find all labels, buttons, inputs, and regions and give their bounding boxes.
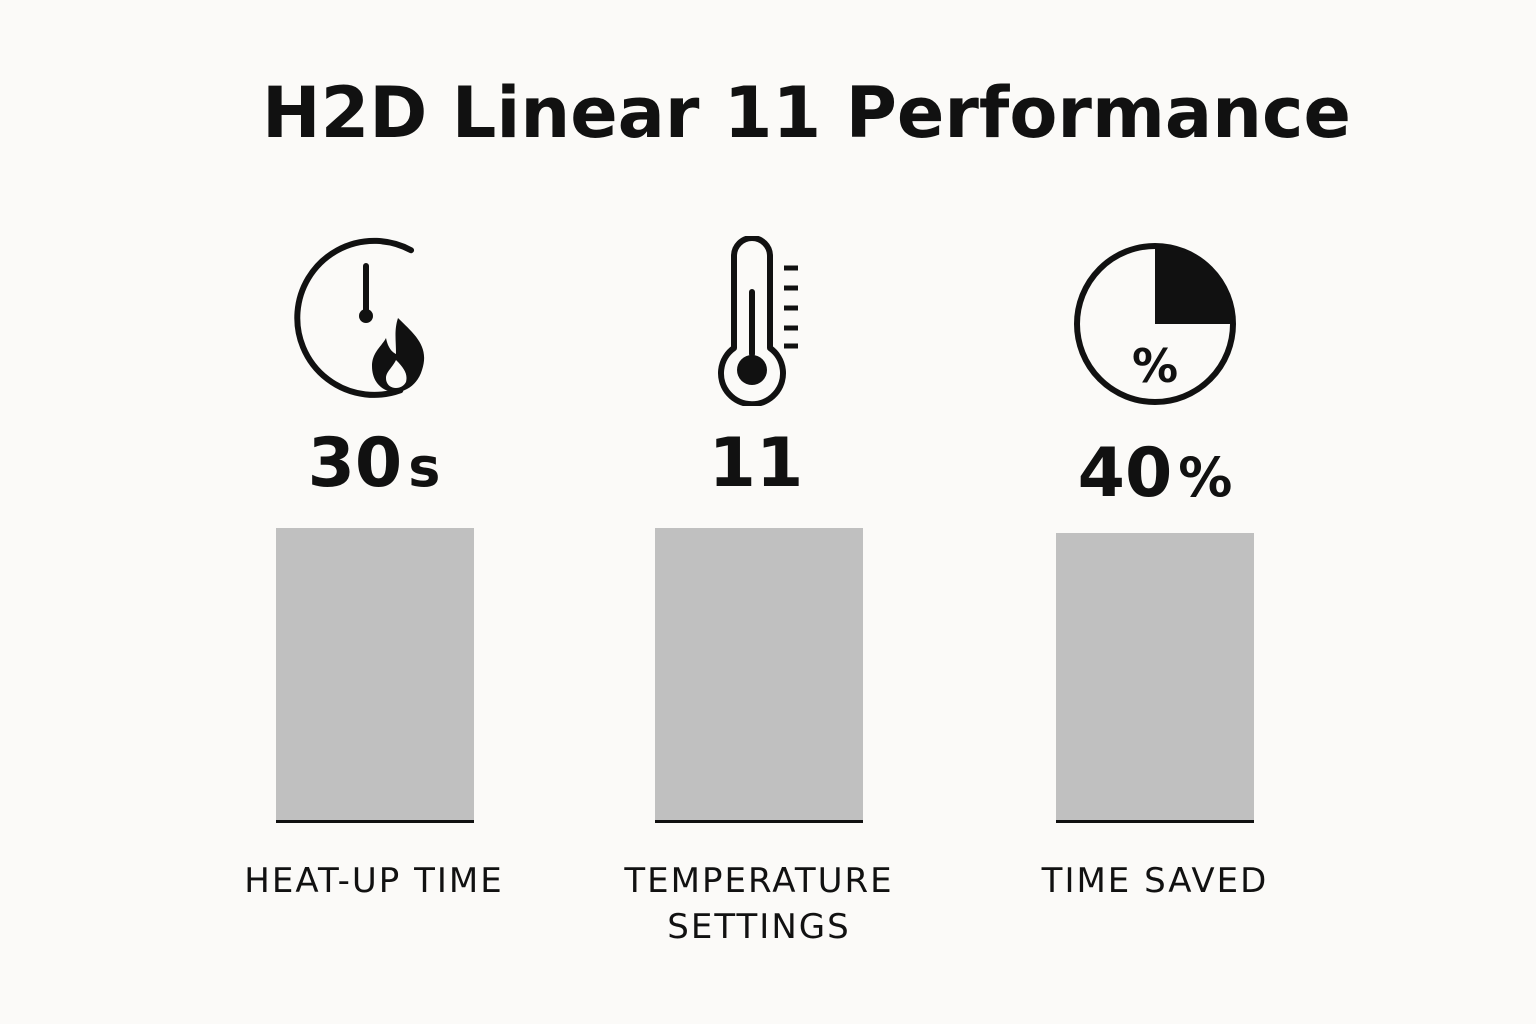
metric-unit: s — [408, 436, 441, 499]
metric-value-temperature: 11 — [609, 430, 909, 498]
metric-number: 11 — [708, 424, 804, 503]
metric-number: 30 — [307, 424, 403, 503]
metric-column-temperature: 11 TEMPERATURE SETTINGS — [609, 0, 909, 1024]
category-label: TIME SAVED — [1041, 861, 1269, 901]
metric-number: 40 — [1077, 434, 1173, 513]
metric-value-time-saved: 40% — [1005, 440, 1305, 508]
bar-heat-up — [276, 528, 474, 822]
bar-baseline — [655, 820, 863, 823]
svg-text:%: % — [1132, 339, 1178, 393]
category-label: HEAT-UP TIME — [244, 861, 504, 901]
percent-pie-icon: % — [1074, 243, 1236, 405]
metric-column-heat-up: 30 s HEAT-UP TIME — [224, 0, 524, 1024]
metric-column-time-saved: % 40% TIME SAVED — [1005, 0, 1305, 1024]
bar-baseline — [276, 820, 474, 823]
category-label: TEMPERATURE SETTINGS — [624, 861, 894, 947]
timer-flame-icon — [294, 237, 425, 398]
bar-baseline — [1056, 820, 1254, 823]
metric-unit: % — [1178, 446, 1233, 509]
chart-title: H2D Linear 11 Performance — [262, 72, 1351, 154]
metric-value-heat-up: 30 s — [224, 430, 524, 498]
bar-time-saved — [1056, 533, 1254, 822]
bar-temperature — [655, 528, 863, 822]
thermometer-icon — [718, 236, 798, 406]
